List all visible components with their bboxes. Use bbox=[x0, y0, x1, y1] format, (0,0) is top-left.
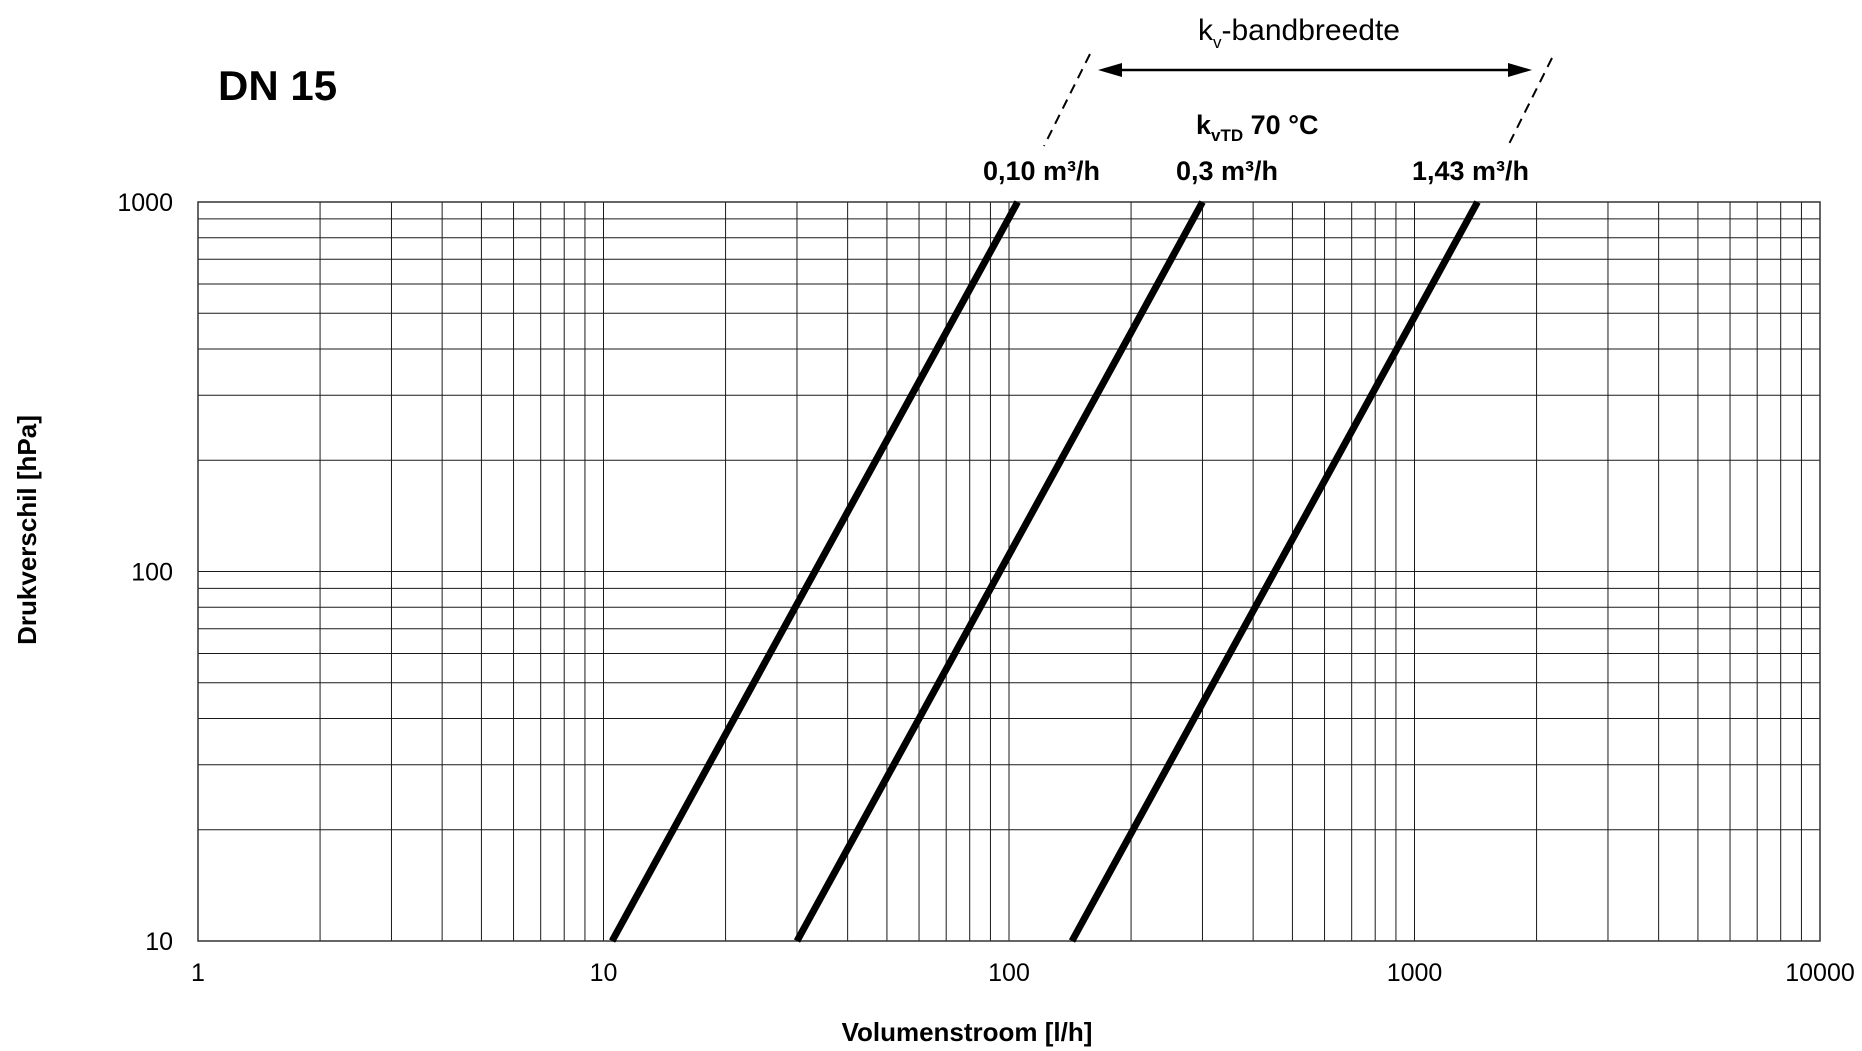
series-line-2 bbox=[1068, 200, 1481, 943]
series-label-0: 0,10 m³/h bbox=[983, 156, 1100, 186]
bandwidth-arrow-left bbox=[1098, 63, 1122, 77]
series-line-0 bbox=[609, 200, 1021, 943]
plot-frame bbox=[197, 201, 1821, 942]
series-line-1 bbox=[793, 200, 1206, 943]
y-tick-label: 10 bbox=[145, 928, 173, 956]
kvtd-k: k bbox=[1196, 110, 1212, 140]
y-tick-label: 100 bbox=[131, 559, 173, 587]
x-tick-label: 1000 bbox=[1387, 959, 1443, 987]
x-tick-label: 10 bbox=[590, 959, 618, 987]
x-tick-label: 10000 bbox=[1785, 959, 1855, 987]
bandwidth-k: k bbox=[1198, 14, 1214, 47]
tick-labels: 1 10 100 1000 10000 10 100 1000 bbox=[117, 189, 1854, 987]
chart-title: DN 15 bbox=[218, 62, 337, 109]
y-tick-label: 1000 bbox=[117, 189, 173, 217]
bandwidth-rest: -bandbreedte bbox=[1222, 14, 1400, 47]
x-tick-label: 1 bbox=[191, 959, 205, 987]
x-axis-title: Volumenstroom [l/h] bbox=[842, 1017, 1093, 1047]
bandwidth-arrow-right bbox=[1508, 63, 1532, 77]
series-label-1: 0,3 m³/h bbox=[1176, 156, 1278, 186]
kvtd-rest: 70 °C bbox=[1243, 110, 1318, 140]
y-axis-title: Drukverschil [hPa] bbox=[12, 415, 42, 645]
bandwidth-dash-left bbox=[1043, 53, 1091, 147]
grid bbox=[197, 202, 1820, 942]
bandwidth-label: kv-bandbreedte bbox=[1198, 14, 1400, 52]
kvtd-sub: vTD bbox=[1211, 126, 1243, 145]
series-label-2: 1,43 m³/h bbox=[1412, 156, 1529, 186]
series-group bbox=[609, 200, 1481, 943]
kvtd-label: kvTD 70 °C bbox=[1196, 110, 1319, 145]
x-tick-label: 100 bbox=[988, 959, 1030, 987]
bandwidth-sub: v bbox=[1213, 33, 1222, 52]
